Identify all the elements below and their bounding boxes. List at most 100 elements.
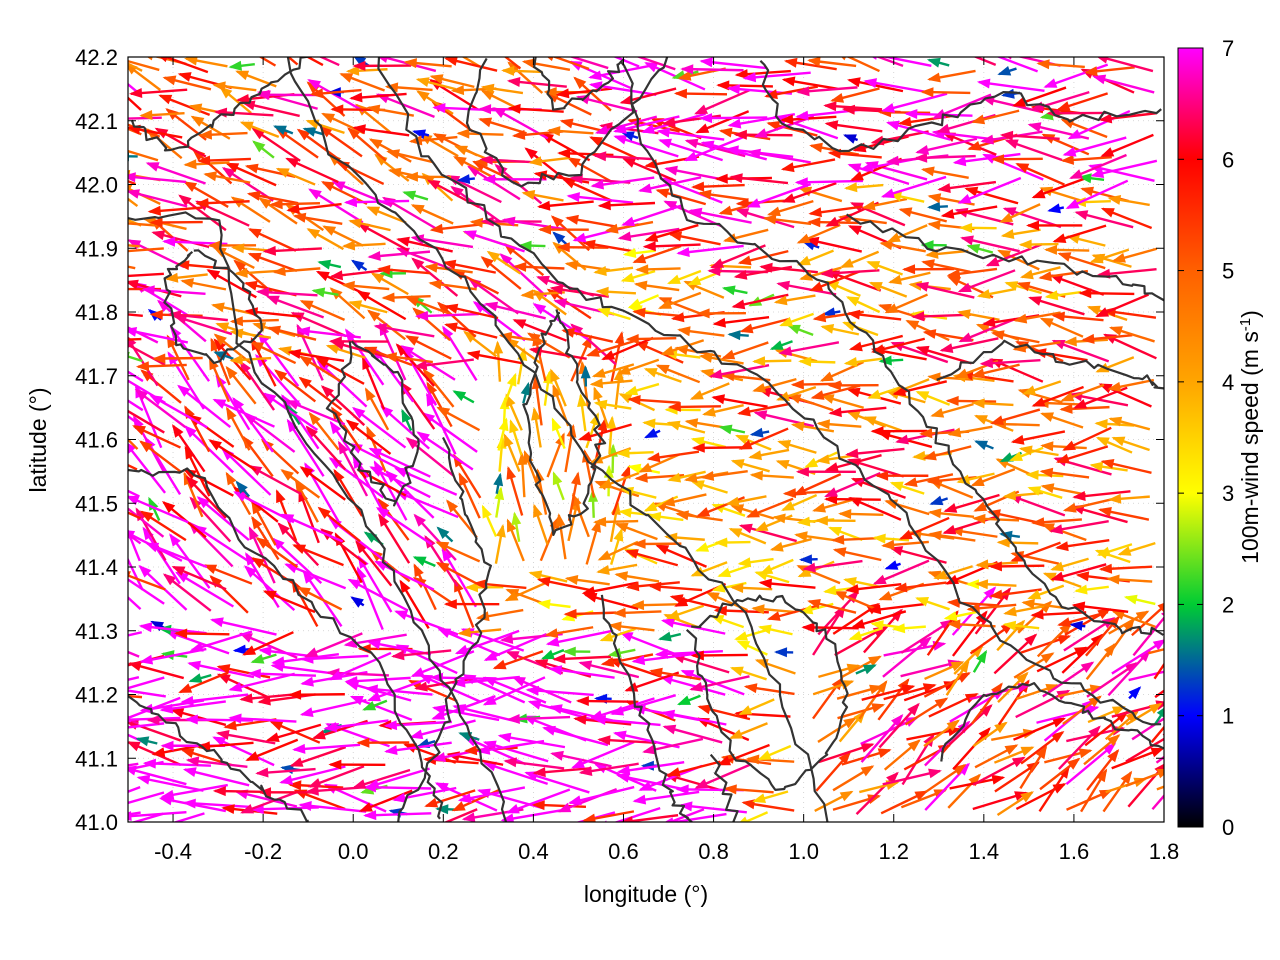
- wind-vector-shaft: [385, 720, 452, 728]
- wind-vector-head: [325, 344, 340, 354]
- wind-vector-head: [736, 640, 751, 651]
- wind-vector-head: [979, 358, 993, 369]
- wind-vector-head: [974, 440, 988, 451]
- wind-vector-head: [764, 89, 778, 100]
- wind-vector-head: [538, 224, 551, 235]
- wind-vector-head: [730, 459, 745, 469]
- y-tick-label: 41.4: [75, 555, 118, 580]
- wind-vector-head: [974, 579, 989, 590]
- wind-vector-shaft: [396, 490, 459, 519]
- wind-vector-head: [321, 181, 335, 192]
- wind-vector-head: [532, 303, 547, 315]
- wind-vector-head: [513, 261, 527, 272]
- wind-vector-head: [257, 331, 270, 345]
- wind-vector-head: [946, 268, 961, 279]
- wind-vector-head: [366, 206, 381, 217]
- wind-vector-head: [885, 155, 900, 166]
- wind-vector-head: [112, 145, 126, 155]
- wind-vector-head: [866, 261, 881, 271]
- wind-vector-shaft: [1154, 689, 1164, 699]
- wind-vector-head: [496, 523, 506, 538]
- wind-vector-head: [790, 379, 804, 390]
- wind-vector-head: [506, 372, 517, 387]
- contour-line: [845, 213, 1164, 302]
- wind-vector-shaft: [973, 57, 997, 67]
- wind-vector-head: [908, 280, 922, 291]
- wind-vector-head: [475, 611, 490, 622]
- wind-vector-shaft: [128, 578, 165, 605]
- wind-vector-head: [527, 332, 541, 344]
- wind-vector-head: [537, 599, 551, 610]
- wind-vector-head: [251, 515, 263, 530]
- wind-vector-head: [721, 349, 736, 360]
- wind-vector-head: [160, 650, 175, 661]
- wind-vector-head: [273, 125, 287, 135]
- wind-vector-head: [922, 450, 937, 461]
- wind-vector-head: [136, 774, 151, 785]
- wind-vector-head: [799, 554, 813, 565]
- wind-vector-head: [262, 392, 277, 404]
- wind-vector-head: [621, 816, 633, 822]
- wind-vector-head: [352, 60, 366, 71]
- wind-vector-head: [255, 287, 270, 298]
- wind-vector-head: [542, 725, 556, 736]
- wind-vector-head: [364, 684, 378, 695]
- contour-line: [522, 309, 607, 536]
- colorbar-label-sup: -1: [1237, 318, 1254, 331]
- wind-vector-head: [112, 336, 126, 347]
- wind-vector-shaft: [128, 785, 141, 793]
- contour-line: [128, 694, 309, 822]
- wind-vector-head: [860, 743, 875, 753]
- wind-vector-head: [426, 179, 441, 190]
- wind-vector-head: [1043, 78, 1058, 88]
- wind-vector-head: [368, 138, 383, 150]
- wind-vector-head: [312, 729, 326, 740]
- wind-vector-head: [655, 364, 670, 375]
- wind-vector-head: [256, 89, 270, 100]
- wind-vector-head: [816, 454, 830, 465]
- colorbar-tick-label: 5: [1222, 259, 1234, 284]
- wind-vector-head: [188, 103, 203, 114]
- wind-vector-head: [87, 346, 101, 357]
- wind-vector-head: [482, 174, 496, 185]
- wind-vector-shaft: [882, 175, 947, 198]
- wind-vector-head: [664, 165, 678, 176]
- wind-vector-head: [350, 596, 364, 608]
- wind-vector-head: [234, 267, 248, 278]
- wind-vector-head: [649, 667, 663, 678]
- wind-vector-head: [954, 368, 969, 378]
- wind-vector-head: [914, 152, 928, 163]
- wind-vector-head: [892, 386, 907, 397]
- wind-vector-head: [139, 825, 153, 835]
- wind-vector-head: [1001, 88, 1015, 99]
- wind-vector-shaft: [611, 694, 677, 715]
- wind-vector-head: [599, 632, 614, 642]
- wind-vector-head: [185, 756, 200, 767]
- wind-vector-head: [1004, 744, 1019, 755]
- wind-vector-shaft: [617, 774, 684, 791]
- wind-vector-head: [627, 298, 642, 309]
- wind-vector-head: [1038, 271, 1052, 282]
- wind-vector-head: [1036, 59, 1050, 70]
- x-tick-label: 0.8: [698, 839, 729, 864]
- wind-vector-shaft: [433, 706, 500, 722]
- wind-vector-head: [950, 661, 965, 672]
- wind-vector-head: [258, 197, 272, 209]
- wind-vector-head: [89, 261, 103, 272]
- contour-line: [685, 594, 849, 791]
- wind-vector-shaft: [575, 811, 616, 822]
- wind-vector-head: [365, 779, 380, 789]
- wind-vector-head: [416, 431, 430, 443]
- wind-vector-head: [957, 194, 972, 204]
- wind-vector-head: [349, 92, 363, 103]
- wind-vector-head: [1060, 392, 1075, 402]
- wind-vector-head: [581, 586, 596, 596]
- wind-vector-head: [457, 793, 472, 803]
- wind-vector-head: [288, 780, 302, 791]
- wind-vector-head: [399, 579, 411, 594]
- wind-vector-shaft: [162, 57, 209, 74]
- wind-vector-head: [971, 368, 986, 378]
- colorbar-tick-label: 0: [1222, 815, 1234, 840]
- wind-vector-head: [1039, 600, 1053, 614]
- wind-vector-head: [902, 264, 916, 275]
